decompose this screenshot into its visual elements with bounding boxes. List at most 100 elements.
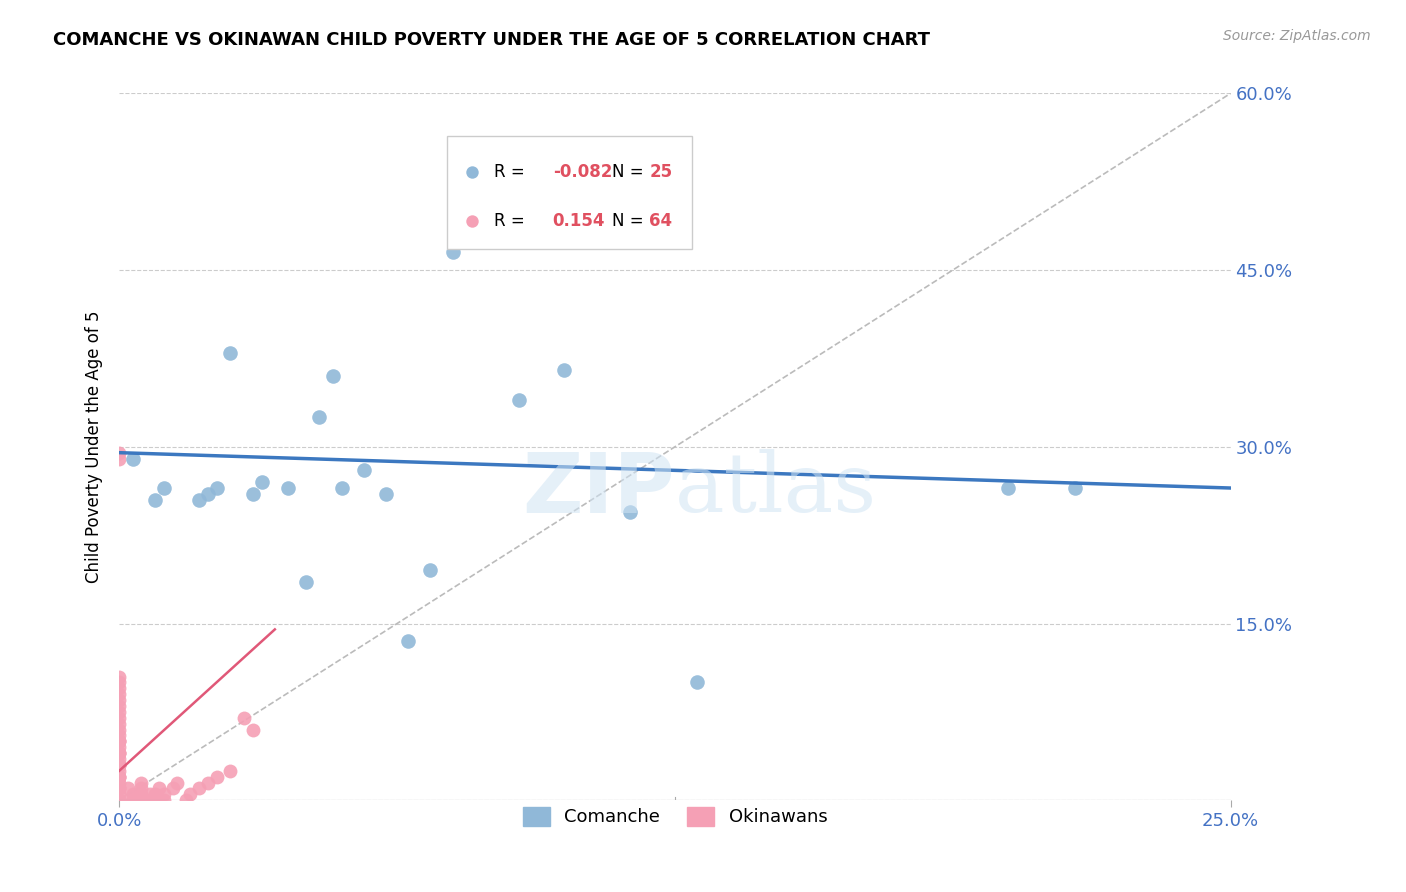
Point — [139, 788, 162, 802]
Point — [108, 757, 131, 772]
Point — [108, 793, 131, 807]
Point — [108, 781, 131, 796]
Text: 25: 25 — [650, 163, 672, 181]
Point — [108, 669, 131, 683]
Point — [179, 788, 201, 802]
Point — [330, 481, 353, 495]
Point — [108, 740, 131, 755]
Point — [152, 793, 174, 807]
Point — [108, 451, 131, 466]
Point — [295, 575, 318, 590]
Point — [108, 793, 131, 807]
Point — [131, 793, 153, 807]
Point — [143, 492, 166, 507]
Legend: Comanche, Okinawans: Comanche, Okinawans — [516, 800, 835, 834]
Point — [219, 764, 242, 778]
Point — [108, 770, 131, 784]
Text: N =: N = — [612, 211, 643, 229]
Text: COMANCHE VS OKINAWAN CHILD POVERTY UNDER THE AGE OF 5 CORRELATION CHART: COMANCHE VS OKINAWAN CHILD POVERTY UNDER… — [53, 31, 931, 49]
Point — [232, 711, 254, 725]
Point — [219, 345, 242, 359]
Point — [121, 788, 143, 802]
Point — [152, 481, 174, 495]
Point — [166, 775, 188, 789]
Point — [117, 793, 139, 807]
Point — [553, 363, 575, 377]
Point — [322, 369, 344, 384]
Point — [242, 723, 264, 737]
Point — [205, 481, 228, 495]
Point — [375, 487, 398, 501]
Point — [277, 481, 299, 495]
Point — [108, 788, 131, 802]
Point — [162, 781, 184, 796]
Point — [108, 793, 131, 807]
Point — [353, 463, 375, 477]
Point — [508, 392, 530, 407]
Point — [1064, 481, 1087, 495]
Point — [108, 752, 131, 766]
Point — [419, 564, 441, 578]
Point — [121, 793, 143, 807]
Point — [131, 788, 153, 802]
Text: -0.082: -0.082 — [553, 163, 612, 181]
Point — [108, 746, 131, 760]
Point — [108, 728, 131, 742]
Point — [108, 716, 131, 731]
Point — [117, 781, 139, 796]
Text: atlas: atlas — [675, 450, 877, 529]
Point — [148, 781, 170, 796]
Text: R =: R = — [494, 163, 524, 181]
Point — [242, 487, 264, 501]
Point — [108, 734, 131, 748]
Point — [188, 781, 211, 796]
Point — [125, 793, 148, 807]
Point — [197, 775, 219, 789]
Point — [108, 687, 131, 701]
Point — [143, 788, 166, 802]
Point — [108, 693, 131, 707]
Point — [143, 793, 166, 807]
Text: R =: R = — [494, 211, 524, 229]
Point — [174, 793, 197, 807]
Point — [205, 770, 228, 784]
Point — [108, 705, 131, 719]
Point — [108, 775, 131, 789]
Point — [108, 681, 131, 696]
Point — [396, 634, 419, 648]
Point — [686, 675, 709, 690]
Text: ZIP: ZIP — [523, 449, 675, 530]
Point — [152, 788, 174, 802]
Text: 64: 64 — [650, 211, 672, 229]
Y-axis label: Child Poverty Under the Age of 5: Child Poverty Under the Age of 5 — [86, 310, 103, 583]
Point — [131, 781, 153, 796]
Point — [108, 764, 131, 778]
Point — [308, 410, 330, 425]
Point — [108, 770, 131, 784]
Point — [108, 734, 131, 748]
Point — [108, 711, 131, 725]
Point — [108, 770, 131, 784]
Point — [108, 698, 131, 713]
Point — [108, 793, 131, 807]
Text: Source: ZipAtlas.com: Source: ZipAtlas.com — [1223, 29, 1371, 43]
Point — [108, 746, 131, 760]
Text: 0.154: 0.154 — [553, 211, 605, 229]
Point — [108, 781, 131, 796]
Point — [108, 445, 131, 459]
Point — [197, 487, 219, 501]
Point — [121, 451, 143, 466]
Point — [108, 746, 131, 760]
Point — [108, 675, 131, 690]
Point — [619, 505, 641, 519]
Point — [997, 481, 1019, 495]
Point — [139, 793, 162, 807]
Text: N =: N = — [612, 163, 643, 181]
Point — [441, 245, 464, 260]
Point — [125, 788, 148, 802]
Point — [108, 757, 131, 772]
Point — [188, 492, 211, 507]
Point — [131, 775, 153, 789]
Point — [108, 757, 131, 772]
Point — [250, 475, 273, 490]
